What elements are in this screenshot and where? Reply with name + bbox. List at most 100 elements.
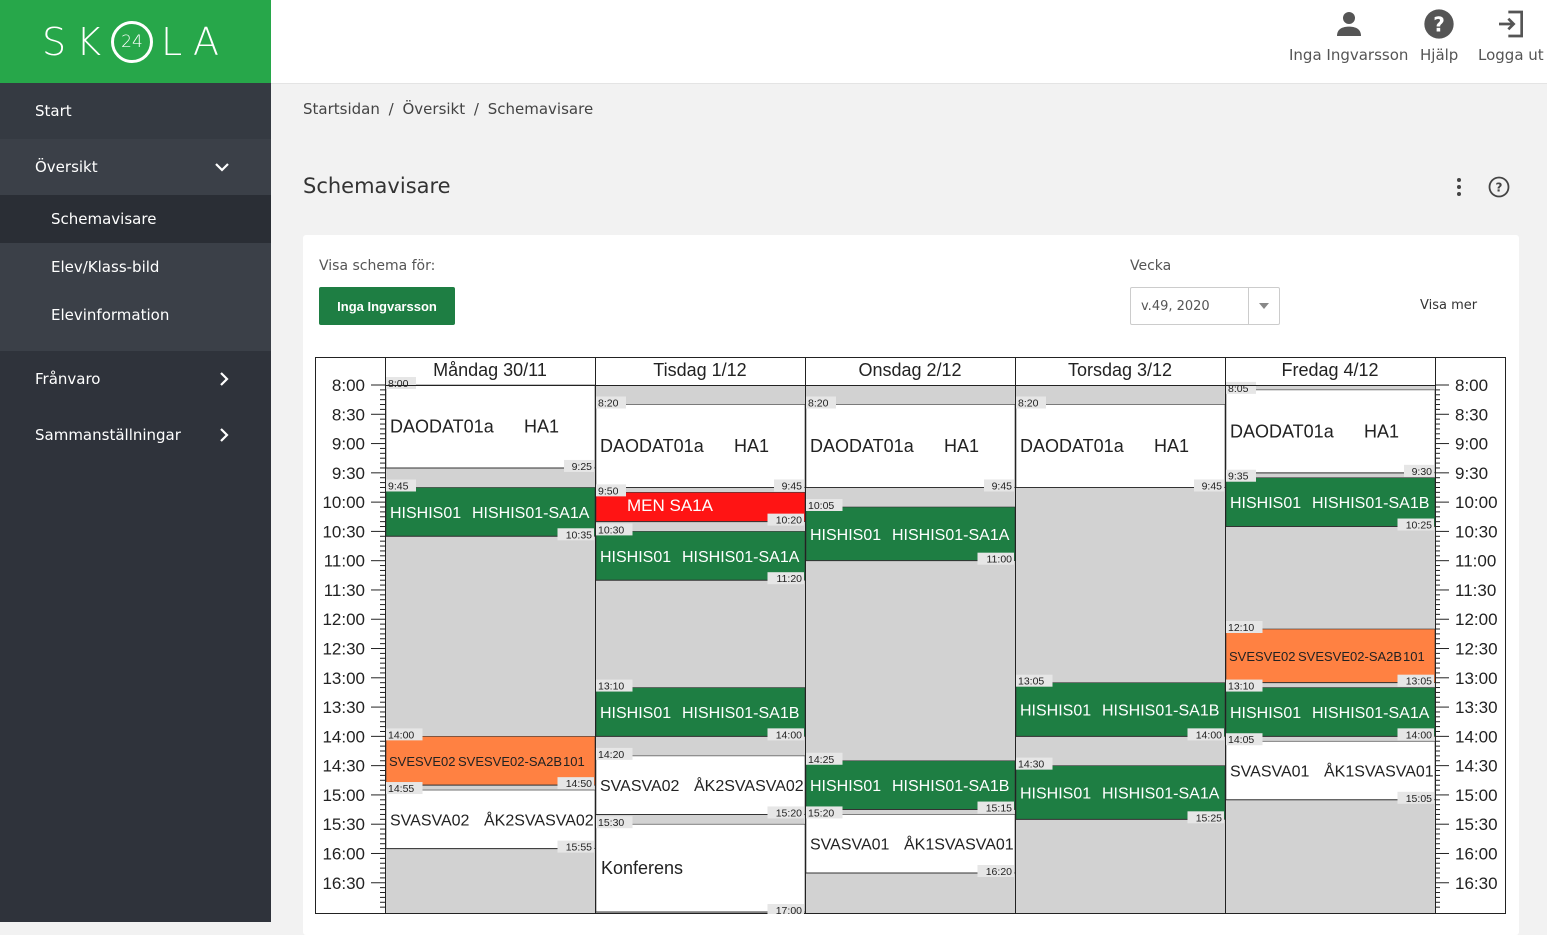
lesson-block[interactable] — [805, 404, 1016, 488]
sidebar-item-oversikt[interactable]: Översikt — [0, 139, 271, 195]
help-button[interactable]: ? Hjälp — [1420, 8, 1458, 64]
lesson-start-time: 10:05 — [808, 500, 834, 512]
visa-mer-link[interactable]: Visa mer — [1420, 298, 1478, 313]
lesson-course: HISHIS01 — [810, 527, 881, 544]
logout-button[interactable]: Logga ut — [1478, 8, 1544, 64]
time-label: 11:30 — [324, 581, 365, 600]
lesson-end-time: 10:20 — [776, 515, 802, 527]
lesson-room: 101 — [563, 754, 585, 769]
lesson-start-time: 14:30 — [1018, 759, 1044, 771]
lesson-end-time: 14:50 — [566, 778, 592, 790]
lesson-block[interactable] — [1225, 687, 1436, 737]
lesson-start-time: 14:00 — [388, 729, 414, 741]
breadcrumb-oversikt[interactable]: Översikt — [402, 100, 466, 118]
lesson-end-tag — [1187, 728, 1224, 741]
lesson-group: HISHIS01-SA1A — [1312, 705, 1430, 722]
lesson-end-tag — [1397, 728, 1434, 741]
time-label: 13:30 — [322, 698, 365, 717]
lesson-block[interactable] — [595, 687, 806, 737]
more-options-icon[interactable] — [1450, 176, 1468, 198]
sidebar-item-elev-klass-bild[interactable]: Elev/Klass-bild — [0, 243, 271, 291]
lesson-end-time: 14:00 — [776, 729, 802, 741]
lesson-end-time: 17:00 — [776, 905, 802, 914]
user-menu-button[interactable]: Inga Ingvarsson — [1289, 8, 1408, 64]
lesson-start-tag — [596, 747, 633, 760]
select-person-button[interactable]: Inga Ingvarsson — [319, 287, 455, 325]
breadcrumb-startsidan[interactable]: Startsidan — [303, 100, 380, 118]
lesson-end-tag — [1187, 811, 1224, 824]
lesson-block[interactable] — [595, 531, 806, 581]
lesson-block[interactable] — [595, 823, 806, 913]
lesson-end-tag — [1397, 518, 1434, 531]
lesson-start-time: 8:20 — [598, 398, 619, 410]
lesson-end-time: 15:20 — [776, 807, 802, 819]
lesson-group: HISHIS01-SA1A — [682, 549, 800, 566]
lesson-start-time: 9:35 — [1228, 471, 1249, 483]
lesson-start-tag — [596, 679, 633, 692]
sidebar-item-elevinformation[interactable]: Elevinformation — [0, 291, 271, 339]
lesson-end-time: 11:20 — [777, 573, 803, 585]
lesson-start-time: 9:50 — [598, 485, 619, 497]
skola24-logo[interactable]: SK 24 LA — [0, 0, 271, 83]
lesson-end-tag — [1397, 791, 1434, 804]
logout-label: Logga ut — [1478, 46, 1544, 64]
sidebar-item-franvaro[interactable]: Frånvaro — [0, 351, 271, 407]
lesson-start-time: 8:00 — [388, 378, 409, 390]
sidebar-item-label: Översikt — [35, 158, 98, 176]
lesson-block[interactable] — [385, 789, 596, 849]
week-select[interactable]: v.49, 2020 — [1130, 287, 1280, 325]
lesson-end-tag — [977, 801, 1014, 814]
lesson-start-tag — [1226, 381, 1256, 394]
page-help-icon[interactable]: ? — [1488, 176, 1510, 198]
lesson-course: HISHIS01 — [600, 705, 671, 722]
sidebar-item-label: Elev/Klass-bild — [51, 258, 160, 276]
time-label: 13:30 — [1455, 698, 1498, 717]
lesson-start-tag — [386, 728, 423, 741]
sidebar-item-label: Frånvaro — [35, 370, 101, 388]
lesson-block[interactable] — [1225, 628, 1436, 683]
lesson-group: HA1 — [524, 416, 559, 436]
lesson-end-time: 9:30 — [1412, 466, 1433, 478]
help-label: Hjälp — [1420, 46, 1459, 64]
lesson-group: HISHIS01-SA1B — [892, 778, 1009, 795]
lesson-block[interactable] — [385, 487, 596, 537]
sidebar-item-start[interactable]: Start — [0, 83, 271, 139]
schedule-grid: Måndag 30/11 Tisdag 1/12 Onsdag 2/12 Torsda… — [315, 357, 1506, 914]
chevron-down-icon — [215, 163, 229, 172]
lesson-start-time: 15:30 — [598, 817, 624, 829]
time-label: 16:00 — [1455, 844, 1498, 863]
lesson-block[interactable] — [1225, 477, 1436, 527]
lesson-start-tag — [386, 479, 416, 492]
lesson-start-tag — [806, 806, 843, 819]
dropdown-arrow-icon — [1248, 288, 1279, 324]
sidebar-item-sammanstallningar[interactable]: Sammanställningar — [0, 407, 271, 463]
sidebar-item-label: Sammanställningar — [35, 426, 181, 444]
lesson-block[interactable] — [595, 404, 806, 488]
lesson-start-time: 14:25 — [808, 754, 834, 766]
time-label: 10:30 — [1455, 522, 1498, 541]
lesson-course: HISHIS01 — [390, 505, 461, 522]
lesson-start-time: 14:55 — [388, 783, 414, 795]
lesson-group: HA1 — [944, 436, 979, 456]
lesson-block[interactable] — [1225, 740, 1436, 801]
lesson-course: HISHIS01 — [1230, 705, 1301, 722]
day-header: Torsdag 3/12 — [1068, 360, 1172, 380]
breadcrumb-separator: / — [473, 100, 479, 118]
time-label: 11:00 — [1455, 552, 1496, 571]
lesson-group: HA1 — [734, 436, 769, 456]
time-label: 16:30 — [322, 874, 365, 893]
time-label: 14:00 — [322, 727, 365, 746]
lesson-title: MEN SA1A — [627, 496, 714, 515]
lesson-end-tag — [564, 459, 594, 472]
logout-icon — [1498, 10, 1523, 38]
lesson-course: HISHIS01 — [600, 549, 671, 566]
day-header: Fredag 4/12 — [1281, 360, 1378, 380]
lesson-end-time: 9:45 — [1202, 480, 1223, 492]
lesson-block[interactable] — [595, 755, 806, 815]
lesson-block[interactable] — [1015, 765, 1226, 820]
sidebar-item-label: Schemavisare — [51, 210, 157, 228]
breadcrumb: Startsidan / Översikt / Schemavisare — [303, 100, 593, 118]
lesson-course: HISHIS01 — [1230, 495, 1301, 512]
lesson-start-time: 10:30 — [598, 524, 624, 536]
sidebar-item-schemavisare[interactable]: Schemavisare — [0, 195, 271, 243]
